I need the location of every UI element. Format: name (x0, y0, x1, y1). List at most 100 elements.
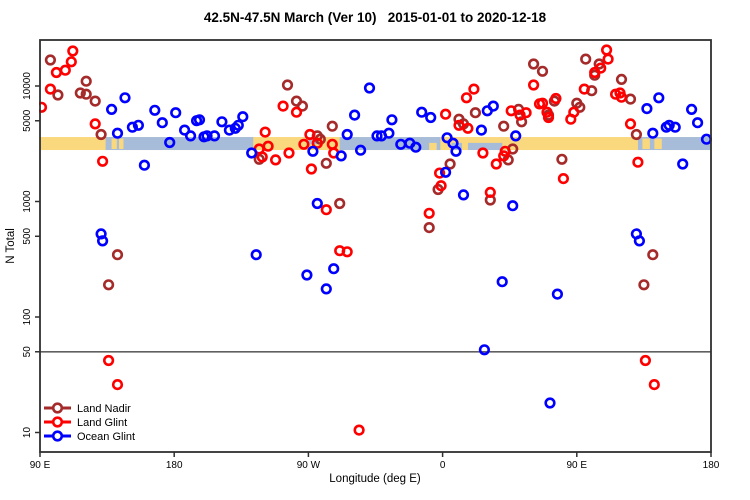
data-point (648, 379, 660, 391)
data-point (44, 54, 57, 66)
data-point (296, 100, 309, 112)
legend-label: Land Glint (77, 417, 127, 429)
data-point (602, 53, 614, 65)
data-point (311, 197, 323, 210)
data-point (170, 107, 182, 119)
island-patch (654, 138, 662, 150)
legend: Land Nadir Land Glint Ocean Glint (44, 402, 135, 443)
data-point (232, 119, 244, 131)
x-tick-label: 0 (440, 460, 446, 471)
data-point (320, 204, 332, 216)
data-point (425, 111, 437, 124)
data-point (50, 66, 63, 79)
data-point (216, 116, 228, 128)
data-point (499, 145, 511, 157)
data-point (478, 344, 491, 356)
y-tick-label: 100 (22, 308, 33, 325)
data-point (67, 45, 79, 57)
data-point (341, 246, 353, 258)
x-tick-label: 90 W (297, 460, 321, 471)
data-point (490, 158, 502, 170)
data-point (105, 103, 118, 115)
y-tick-label: 10 (22, 427, 33, 439)
data-point (487, 100, 499, 112)
data-point (349, 109, 361, 121)
data-point (298, 138, 310, 150)
data-point (580, 53, 592, 65)
x-axis: 90 E 180 90 W 0 90 E 180 (30, 452, 720, 471)
data-point (223, 124, 235, 136)
data-point (111, 127, 124, 139)
data-point (510, 130, 522, 142)
data-point (281, 79, 294, 91)
data-point (301, 269, 313, 281)
data-point (653, 92, 665, 104)
data-point (615, 73, 628, 85)
data-point (119, 92, 131, 104)
data-point (80, 75, 92, 87)
data-point (256, 151, 268, 163)
data-point (440, 108, 452, 120)
legend-marker (51, 430, 64, 442)
data-point (663, 119, 675, 131)
data-point (89, 118, 101, 130)
data-point (441, 132, 453, 144)
data-point (149, 104, 161, 116)
data-point (283, 147, 295, 159)
data-point (416, 106, 428, 118)
plot-inner (39, 44, 712, 436)
data-point (96, 155, 109, 167)
data-point (111, 379, 124, 391)
x-tick-label: 180 (166, 460, 183, 471)
data-point (691, 117, 704, 129)
data-point (440, 166, 452, 178)
legend-label: Ocean Glint (77, 431, 135, 443)
ocean-band-segment (105, 137, 254, 151)
data-point (520, 107, 532, 119)
data-point (556, 153, 568, 165)
data-point (132, 119, 144, 131)
chart-title: 42.5N-47.5N March (Ver 10) 2015-01-01 to… (203, 10, 547, 25)
data-point (669, 121, 681, 133)
data-point (600, 44, 613, 56)
data-point (179, 124, 191, 136)
data-point (507, 200, 519, 212)
x-axis-title: Longitude (deg E) (329, 473, 421, 485)
data-point (462, 122, 474, 134)
data-point (544, 397, 556, 409)
island-patch (642, 138, 650, 150)
data-point (484, 186, 496, 198)
data-point (311, 137, 323, 149)
y-tick-label: 500 (22, 227, 33, 244)
data-point (80, 88, 92, 100)
legend-marker (51, 402, 64, 414)
data-point (536, 65, 549, 77)
legend-label: Land Nadir (77, 403, 131, 415)
legend-marker (51, 416, 64, 428)
data-point (633, 235, 646, 247)
data-point (435, 180, 447, 192)
data-point (334, 197, 346, 210)
data-point (307, 145, 319, 157)
data-point (630, 128, 643, 141)
data-point (250, 249, 262, 261)
data-point (74, 87, 86, 99)
data-point (578, 83, 590, 95)
island-patch (119, 138, 124, 150)
data-point (59, 64, 71, 76)
data-point (647, 127, 659, 139)
data-point (514, 109, 526, 121)
data-point (305, 163, 318, 175)
data-point (496, 276, 508, 288)
data-point (639, 354, 652, 367)
y-tick-label: 5000 (22, 109, 33, 132)
x-tick-label: 180 (703, 460, 720, 471)
data-point (39, 101, 48, 113)
data-point (536, 97, 549, 109)
data-point (259, 126, 271, 138)
data-point (647, 249, 659, 261)
data-point (410, 141, 422, 153)
data-point (126, 121, 138, 133)
data-point (335, 150, 347, 162)
